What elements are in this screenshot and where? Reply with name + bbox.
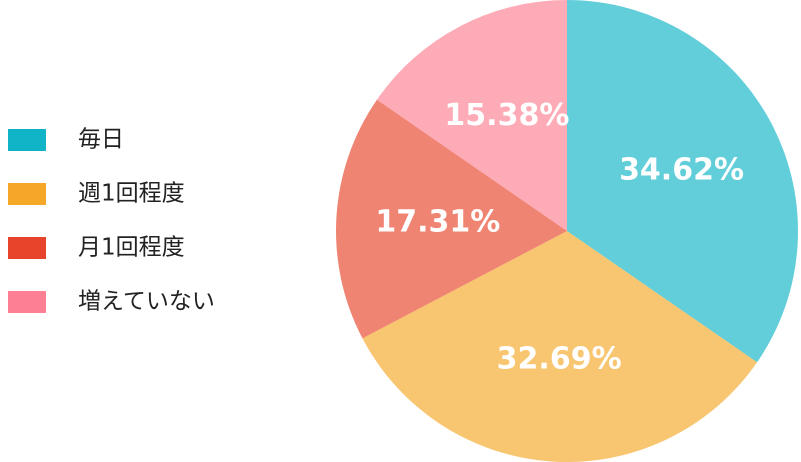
legend-label: 月1回程度 <box>78 235 185 261</box>
pie-slice <box>376 0 567 231</box>
legend-swatch <box>8 291 46 313</box>
value-label: 17.31% <box>375 205 500 240</box>
value-label: 32.69% <box>497 342 622 377</box>
value-label: 15.38% <box>444 98 569 133</box>
pie-slice <box>362 231 758 462</box>
pie-slice <box>567 0 798 363</box>
legend-label: 毎日 <box>78 127 124 153</box>
legend-swatch <box>8 183 46 205</box>
legend-label: 増えていない <box>78 289 215 315</box>
legend-label: 週1回程度 <box>78 181 185 207</box>
pie-slice <box>336 99 567 339</box>
legend-swatch <box>8 237 46 259</box>
legend-swatch <box>8 129 46 151</box>
value-label: 34.62% <box>619 152 744 187</box>
